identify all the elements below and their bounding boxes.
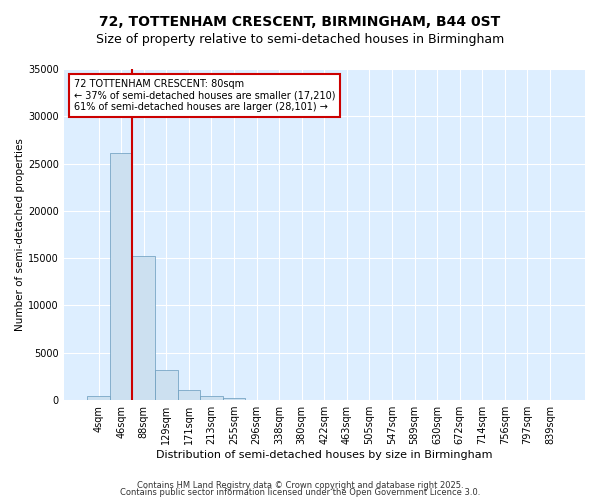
Bar	[133, 256, 155, 400]
Bar	[110, 153, 133, 400]
Bar	[155, 370, 178, 400]
Bar	[200, 396, 223, 400]
Y-axis label: Number of semi-detached properties: Number of semi-detached properties	[15, 138, 25, 331]
Text: 72 TOTTENHAM CRESCENT: 80sqm
← 37% of semi-detached houses are smaller (17,210)
: 72 TOTTENHAM CRESCENT: 80sqm ← 37% of se…	[74, 79, 335, 112]
Bar	[87, 396, 110, 400]
Text: Size of property relative to semi-detached houses in Birmingham: Size of property relative to semi-detach…	[96, 32, 504, 46]
Text: 72, TOTTENHAM CRESCENT, BIRMINGHAM, B44 0ST: 72, TOTTENHAM CRESCENT, BIRMINGHAM, B44 …	[100, 15, 500, 29]
Bar	[223, 398, 245, 400]
Bar	[178, 390, 200, 400]
Text: Contains HM Land Registry data © Crown copyright and database right 2025.: Contains HM Land Registry data © Crown c…	[137, 480, 463, 490]
X-axis label: Distribution of semi-detached houses by size in Birmingham: Distribution of semi-detached houses by …	[156, 450, 493, 460]
Text: Contains public sector information licensed under the Open Government Licence 3.: Contains public sector information licen…	[120, 488, 480, 497]
